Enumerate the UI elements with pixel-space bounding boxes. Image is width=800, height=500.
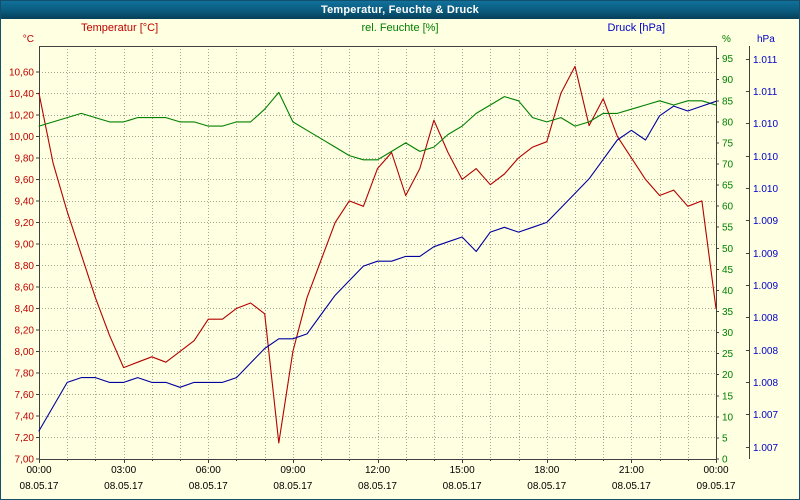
humidity-axis-unit: %	[722, 34, 731, 45]
svg-text:90: 90	[722, 75, 734, 86]
gridlines	[39, 46, 716, 459]
svg-text:9,20: 9,20	[15, 218, 35, 229]
svg-text:8,80: 8,80	[15, 261, 35, 272]
window-titlebar[interactable]: Temperatur, Feuchte & Druck	[1, 1, 799, 19]
svg-text:1.007: 1.007	[753, 443, 778, 454]
temperature-series	[38, 65, 717, 444]
svg-text:8,40: 8,40	[15, 304, 35, 315]
svg-text:45: 45	[722, 265, 734, 276]
svg-text:0: 0	[722, 455, 728, 466]
svg-text:1.009: 1.009	[753, 281, 778, 292]
time-axis-ticks	[39, 459, 717, 463]
svg-text:15: 15	[722, 391, 734, 402]
svg-text:7,80: 7,80	[15, 368, 35, 379]
pressure-axis-unit: hPa	[757, 34, 775, 45]
temp-axis-ticks: 10,60 10,40 10,20 10,00 9,80 9,60 9,40 9,20 9,00…	[9, 67, 39, 466]
svg-text:1.010: 1.010	[753, 184, 778, 195]
svg-text:50: 50	[722, 244, 734, 255]
svg-text:95: 95	[722, 54, 734, 65]
svg-text:8,60: 8,60	[15, 282, 35, 293]
svg-text:10,00: 10,00	[9, 132, 34, 143]
svg-text:1.011: 1.011	[753, 55, 778, 66]
svg-text:9,80: 9,80	[15, 153, 35, 164]
svg-text:10,40: 10,40	[9, 89, 34, 100]
svg-text:9,40: 9,40	[15, 196, 35, 207]
svg-text:9,60: 9,60	[15, 175, 35, 186]
svg-text:12:00: 12:00	[365, 465, 390, 476]
svg-text:08.05.17: 08.05.17	[358, 481, 397, 492]
svg-text:18:00: 18:00	[534, 465, 559, 476]
svg-text:10: 10	[722, 412, 734, 423]
svg-text:20: 20	[722, 370, 734, 381]
svg-text:80: 80	[722, 117, 734, 128]
humidity-series	[38, 91, 717, 161]
svg-text:1.007: 1.007	[753, 410, 778, 421]
svg-text:60: 60	[722, 202, 734, 213]
svg-text:85: 85	[722, 96, 734, 107]
svg-text:1.010: 1.010	[753, 152, 778, 163]
svg-text:70: 70	[722, 160, 734, 171]
svg-text:21:00: 21:00	[619, 465, 644, 476]
svg-text:7,00: 7,00	[15, 455, 35, 466]
svg-text:08.05.17: 08.05.17	[273, 481, 312, 492]
svg-text:1.010: 1.010	[753, 119, 778, 130]
svg-text:75: 75	[722, 138, 734, 149]
svg-text:09.05.17: 09.05.17	[697, 481, 736, 492]
svg-text:08.05.17: 08.05.17	[20, 481, 59, 492]
svg-text:08.05.17: 08.05.17	[527, 481, 566, 492]
legend-temperature: Temperatur [°C]	[81, 22, 159, 34]
svg-text:8,20: 8,20	[15, 325, 35, 336]
svg-text:7,60: 7,60	[15, 390, 35, 401]
svg-text:08.05.17: 08.05.17	[189, 481, 228, 492]
svg-text:65: 65	[722, 181, 734, 192]
svg-text:00:00: 00:00	[703, 465, 728, 476]
svg-text:1.008: 1.008	[753, 378, 778, 389]
svg-text:1.008: 1.008	[753, 346, 778, 357]
svg-text:10,60: 10,60	[9, 67, 34, 78]
time-axis-labels: 00:00 08.05.17 03:00 08.05.17 06:00 08.05.17 0…	[20, 465, 736, 492]
svg-text:06:00: 06:00	[196, 465, 221, 476]
legend-humidity: rel. Feuchte [%]	[361, 22, 439, 34]
svg-text:40: 40	[722, 286, 734, 297]
svg-text:03:00: 03:00	[111, 465, 136, 476]
svg-text:1.009: 1.009	[753, 216, 778, 227]
svg-text:25: 25	[722, 349, 734, 360]
pressure-series	[38, 100, 717, 432]
svg-text:10,20: 10,20	[9, 110, 34, 121]
svg-text:00:00: 00:00	[26, 465, 51, 476]
temp-axis-unit: °C	[23, 34, 34, 45]
svg-text:1.011: 1.011	[753, 87, 778, 98]
svg-text:09:00: 09:00	[280, 465, 305, 476]
pressure-axis-ticks: 1.011 1.011 1.010 1.010 1.010 1.009 1.009 1.009…	[746, 46, 778, 459]
svg-text:55: 55	[722, 223, 734, 234]
svg-text:08.05.17: 08.05.17	[612, 481, 651, 492]
svg-text:7,20: 7,20	[15, 433, 35, 444]
svg-text:08.05.17: 08.05.17	[443, 481, 482, 492]
svg-text:1.009: 1.009	[753, 249, 778, 260]
window-title: Temperatur, Feuchte & Druck	[320, 4, 479, 16]
svg-text:15:00: 15:00	[450, 465, 475, 476]
svg-text:8,00: 8,00	[15, 347, 35, 358]
svg-text:7,40: 7,40	[15, 411, 35, 422]
svg-text:35: 35	[722, 307, 734, 318]
svg-text:08.05.17: 08.05.17	[104, 481, 143, 492]
legend-row: Temperatur [°C] rel. Feuchte [%] Druck […	[1, 22, 799, 36]
legend-pressure: Druck [hPa]	[607, 22, 665, 34]
svg-text:30: 30	[722, 328, 734, 339]
svg-text:1.008: 1.008	[753, 313, 778, 324]
svg-text:5: 5	[722, 433, 728, 444]
svg-text:9,00: 9,00	[15, 239, 35, 250]
